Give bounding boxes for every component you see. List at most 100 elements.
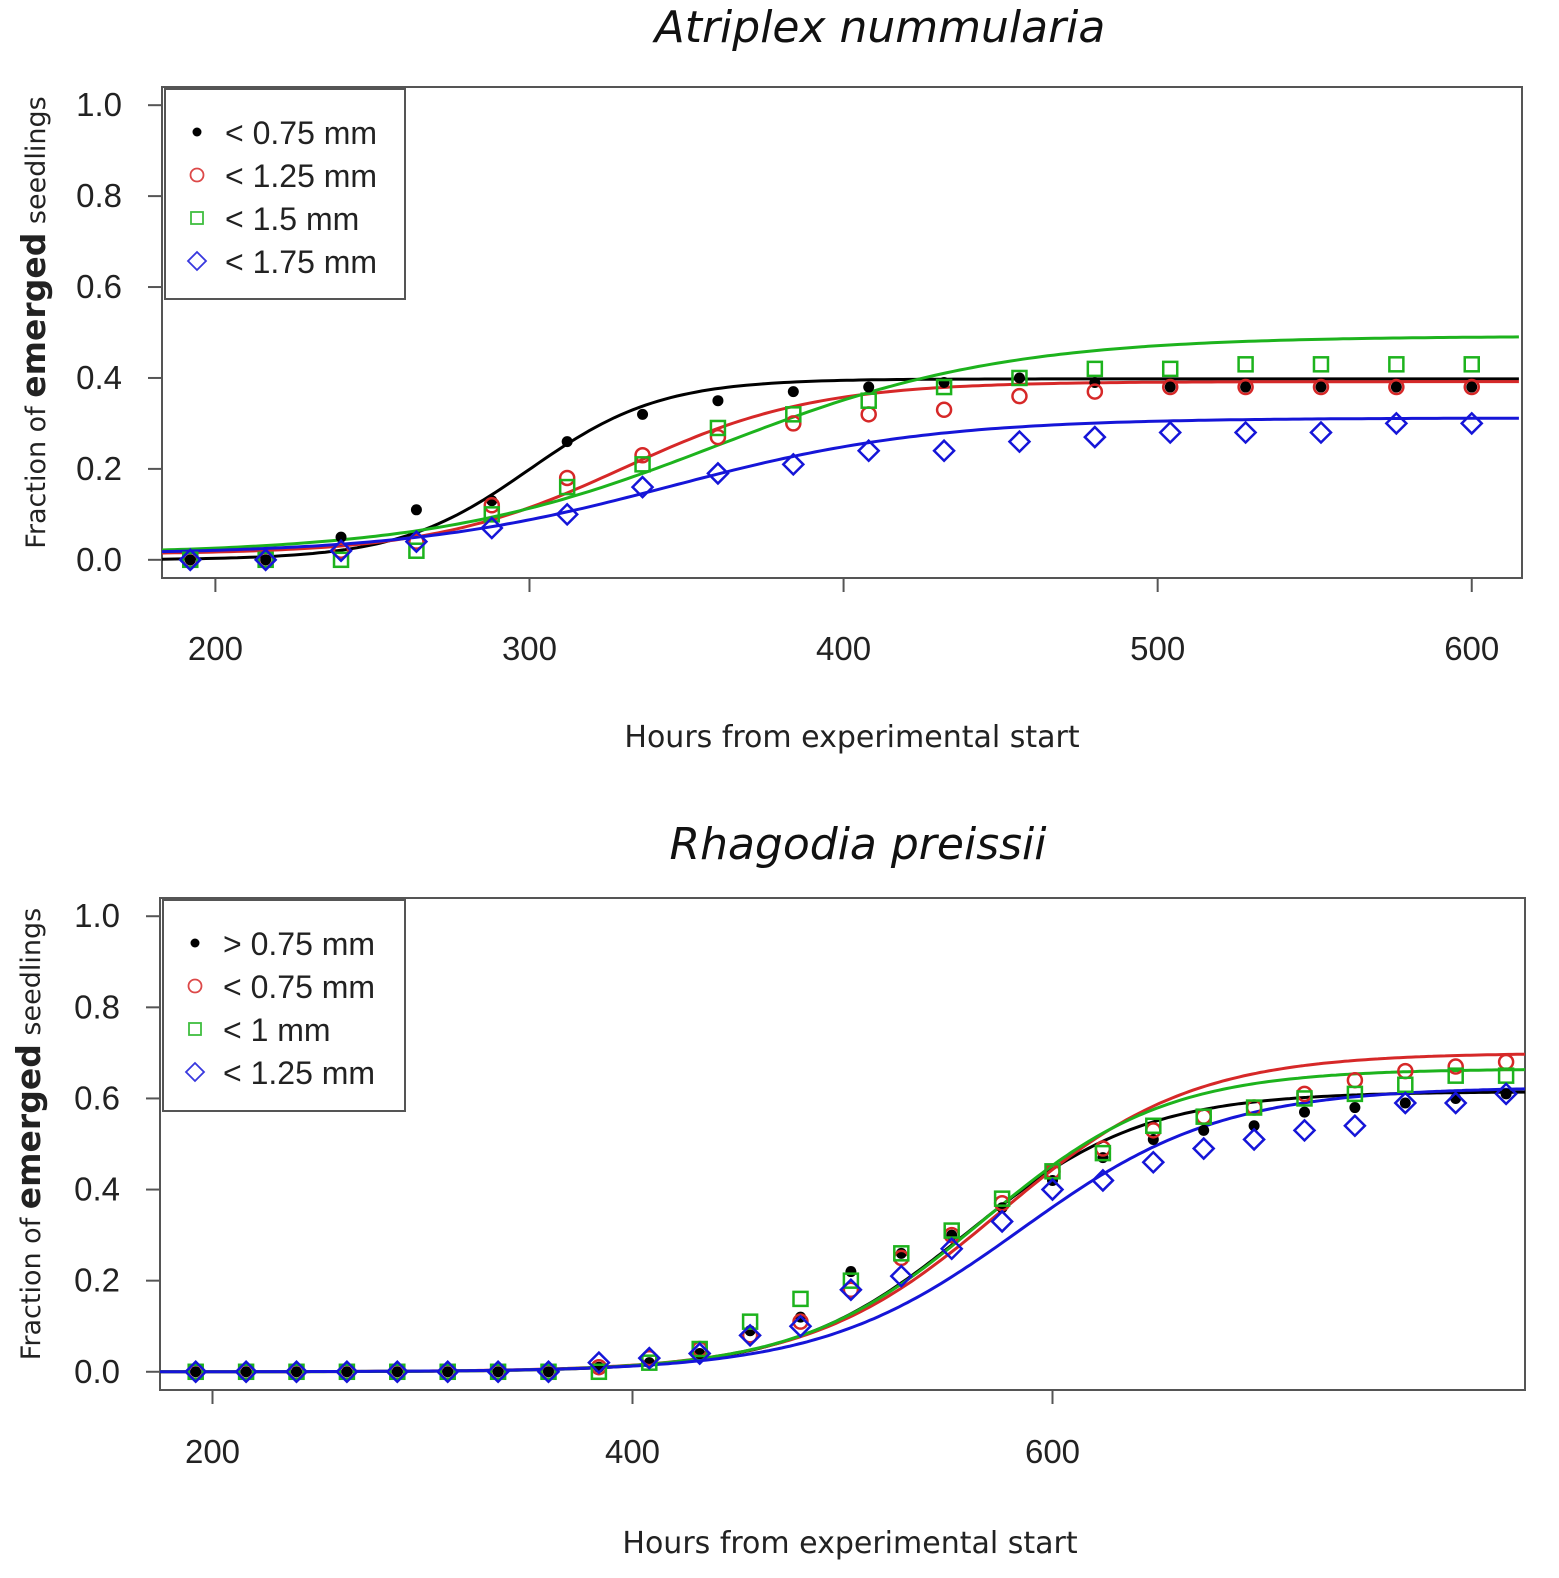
data-point-0-75-mm: [712, 395, 724, 407]
data-point-1-75-mm: [404, 529, 429, 554]
data-point-1-75-mm: [630, 475, 655, 499]
legend-label-0-75-mm: < 0.75 mm: [225, 115, 377, 151]
data-point-1-mm: [842, 1272, 860, 1289]
data-point-1-25-mm: [889, 1264, 914, 1288]
data-point-1-25-mm: [1091, 1168, 1115, 1193]
data-point-1-25-mm: [785, 415, 802, 432]
data-point-1-mm: [590, 1363, 608, 1381]
data-point-1-75-mm: [480, 516, 504, 540]
legend-marker-1-mm: [188, 1022, 202, 1036]
data-point-1-75-mm: [1233, 420, 1258, 445]
x-axis-label: Hours from experimental start: [622, 1526, 1077, 1561]
data-point-1-25-mm: [587, 1350, 611, 1375]
x-tick-label: 500: [1130, 630, 1185, 667]
data-point-1-mm: [792, 1290, 809, 1308]
data-point-1-mm: [338, 1363, 356, 1381]
data-point-1-25-mm: [1141, 1150, 1166, 1174]
data-point-0-75-mm: [1349, 1102, 1361, 1114]
y-tick-label: 0.2: [74, 1262, 120, 1299]
data-point-1-mm: [1346, 1085, 1364, 1103]
data-point-1-5-mm: [1161, 360, 1179, 378]
data-point-1-5-mm: [182, 551, 199, 569]
data-point-1-5-mm: [1388, 356, 1405, 373]
legend-marker-0-75-mm: [187, 978, 203, 994]
data-point-1-75-mm: [1384, 411, 1409, 436]
data-point-1-25-mm: [1011, 387, 1028, 405]
data-point-1-5-mm: [257, 551, 274, 569]
legend-marker-1-75-mm: [186, 250, 208, 272]
x-tick-label: 600: [1444, 630, 1499, 667]
legend-box: [164, 88, 406, 300]
legend-marker-0-75-mm: [192, 127, 202, 137]
data-point-1-75-mm: [1158, 420, 1182, 445]
chart-title: Atriplex nummularia: [652, 2, 1106, 53]
data-point-1-5-mm: [1011, 369, 1028, 387]
data-point-1-25-mm: [385, 1360, 410, 1384]
data-point-0-75-mm: [1315, 381, 1327, 393]
legend-marker-1-25-mm: [189, 167, 205, 183]
data-point-1-5-mm: [408, 542, 425, 559]
data-point-1-25-mm: [990, 1209, 1014, 1234]
fit-line-0-75-mm: [162, 377, 1519, 561]
data-point-0-75-mm: [341, 1366, 353, 1378]
y-axis-label: Fraction of emerged seedlings: [9, 908, 48, 1360]
y-tick-label: 0.8: [74, 988, 120, 1025]
legend-label-1-5-mm: < 1.5 mm: [225, 201, 359, 237]
data-point-1-mm: [540, 1363, 557, 1381]
data-point-1-75-mm: [1459, 411, 1484, 436]
data-point-1-25-mm: [788, 1314, 813, 1338]
data-point-1-25-mm: [1237, 378, 1254, 396]
data-point-1-mm: [1447, 1067, 1464, 1084]
data-point-1-25-mm: [1086, 383, 1104, 400]
data-point-1-5-mm: [860, 392, 877, 409]
data-point-1-5-mm: [785, 406, 802, 423]
y-tick-label: 0.0: [76, 541, 122, 578]
data-point-0-75-mm: [543, 1366, 554, 1378]
data-point-1-25-mm: [935, 401, 953, 419]
data-point-1-75-mm: [253, 548, 278, 572]
data-point-1-mm: [993, 1190, 1011, 1207]
y-tick-label: 0.8: [76, 177, 122, 214]
data-point-1-5-mm: [1312, 356, 1330, 373]
y-tick-label: 0.4: [74, 1171, 120, 1208]
data-point-1-75-mm: [706, 461, 730, 486]
data-point-1-mm: [1195, 1108, 1212, 1125]
y-tick-label: 0.6: [76, 268, 122, 305]
legend: < 0.75 mm < 1.25 mm < 1.5 mm < 1.75 mm: [164, 88, 406, 300]
data-point-1-25-mm: [435, 1360, 460, 1384]
data-point-1-mm: [439, 1363, 456, 1381]
data-point-1-25-mm: [1343, 1114, 1367, 1138]
data-point-1-25-mm: [860, 406, 877, 423]
plot-frame: [159, 897, 1526, 1391]
data-point-0-75-mm: [1240, 381, 1252, 393]
data-point-0-75-mm: [335, 531, 347, 543]
data-point-0-75-mm: [787, 386, 799, 398]
data-point-1-5-mm: [483, 506, 501, 523]
data-point-1-mm: [489, 1363, 507, 1381]
data-point-0-75-mm: [1195, 1108, 1212, 1125]
data-point-0-75-mm: [240, 1366, 252, 1378]
data-point-1-25-mm: [558, 469, 576, 487]
data-point-0-75-mm: [492, 1366, 504, 1378]
y-axis-label-bold: emerged: [9, 1044, 48, 1209]
data-point-0-75-mm: [260, 554, 272, 566]
data-point-1-25-mm: [335, 1360, 359, 1384]
data-point-1-25-mm: [486, 1360, 510, 1384]
data-point-1-mm: [1094, 1144, 1112, 1162]
data-point-1-25-mm: [1161, 378, 1179, 396]
data-point-1-mm: [1397, 1076, 1414, 1094]
fit-line-1-75-mm: [162, 416, 1519, 554]
data-point-1-5-mm: [332, 551, 350, 569]
data-point-1-25-mm: [634, 447, 651, 464]
fit-line-1-25-mm: [162, 380, 1519, 555]
data-point-0-75-mm: [863, 381, 875, 393]
x-tick-label: 200: [188, 630, 243, 667]
data-point-1-mm: [1245, 1099, 1263, 1116]
data-point-1-25-mm: [1242, 1127, 1266, 1152]
data-point-0-75-mm: [291, 1366, 302, 1378]
legend-label-0-75-mm: > 0.75 mm: [223, 926, 375, 962]
data-point-0-75-mm: [1500, 1088, 1512, 1100]
x-tick-label: 600: [1025, 1433, 1080, 1470]
y-tick-label: 1.0: [74, 897, 120, 934]
